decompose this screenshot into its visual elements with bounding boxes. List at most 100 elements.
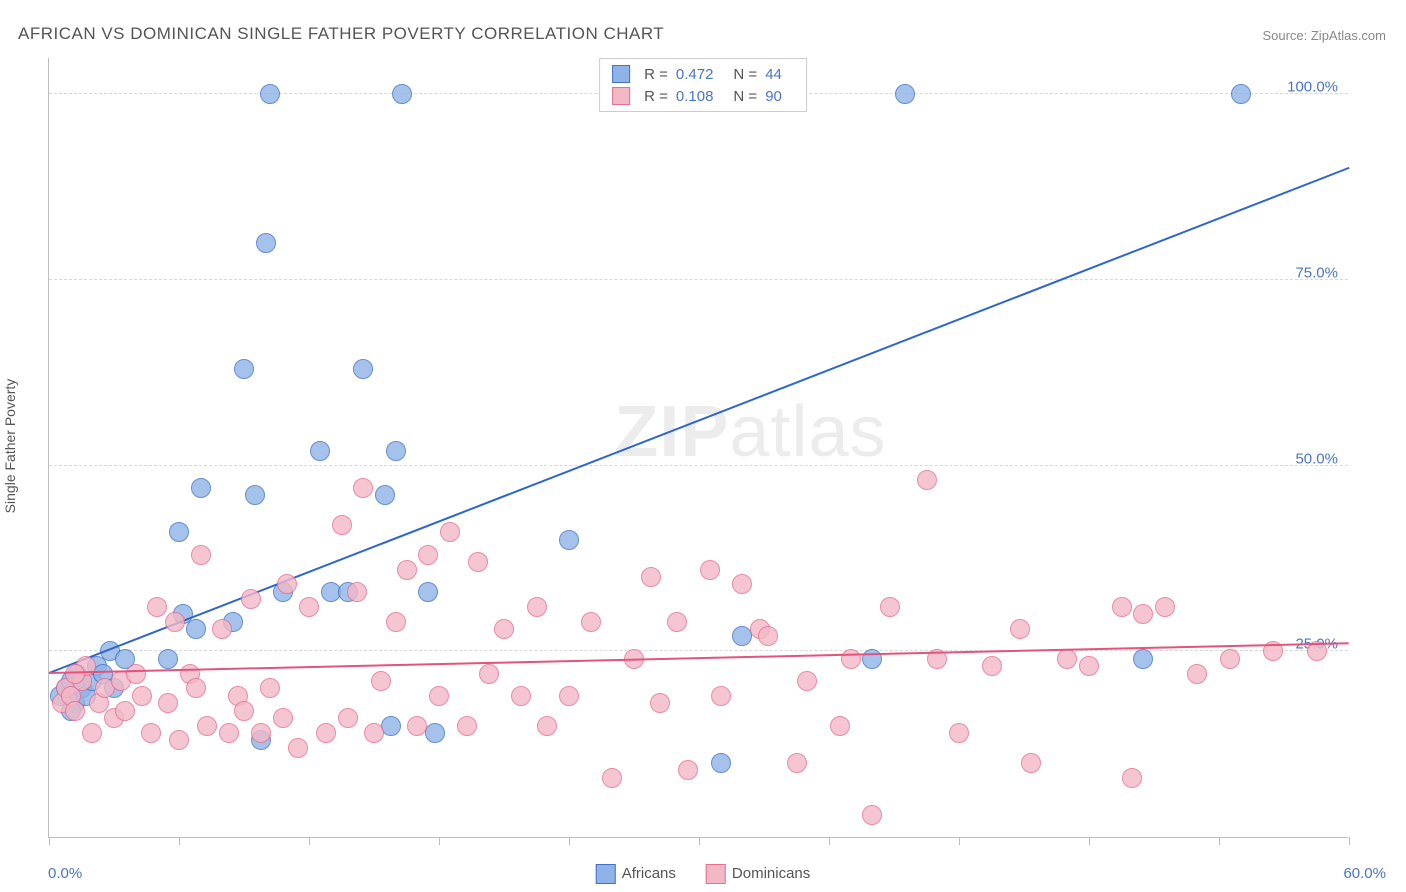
x-tick: [1089, 837, 1090, 845]
data-point: [1133, 604, 1153, 624]
x-tick: [49, 837, 50, 845]
data-point: [457, 716, 477, 736]
data-point: [468, 552, 488, 572]
data-point: [288, 738, 308, 758]
data-point: [82, 723, 102, 743]
x-axis-min-label: 0.0%: [48, 865, 82, 882]
x-tick: [699, 837, 700, 845]
data-point: [186, 619, 206, 639]
data-point: [479, 664, 499, 684]
data-point: [260, 84, 280, 104]
data-point: [581, 612, 601, 632]
data-point: [440, 522, 460, 542]
data-point: [732, 574, 752, 594]
source-link[interactable]: ZipAtlas.com: [1311, 28, 1386, 43]
data-point: [158, 649, 178, 669]
data-point: [841, 649, 861, 669]
y-tick-label: 100.0%: [1287, 79, 1338, 96]
x-tick: [569, 837, 570, 845]
n-value: 44: [765, 66, 782, 83]
data-point: [700, 560, 720, 580]
data-point: [1133, 649, 1153, 669]
data-point: [949, 723, 969, 743]
r-value: 0.472: [676, 66, 714, 83]
legend-item: Dominicans: [706, 864, 810, 884]
correlation-legend-row: R = 0.472N = 44: [612, 63, 794, 85]
data-point: [862, 805, 882, 825]
data-point: [1057, 649, 1077, 669]
correlation-legend-row: R = 0.108N = 90: [612, 85, 794, 107]
x-tick: [1219, 837, 1220, 845]
data-point: [1010, 619, 1030, 639]
data-point: [219, 723, 239, 743]
data-point: [397, 560, 417, 580]
data-point: [234, 701, 254, 721]
data-point: [429, 686, 449, 706]
data-point: [386, 612, 406, 632]
data-point: [678, 760, 698, 780]
x-tick: [439, 837, 440, 845]
data-point: [1079, 656, 1099, 676]
data-point: [132, 686, 152, 706]
legend-label: Dominicans: [732, 865, 810, 882]
data-point: [1112, 597, 1132, 617]
correlation-legend: R = 0.472N = 44R = 0.108N = 90: [599, 58, 807, 112]
data-point: [787, 753, 807, 773]
data-point: [197, 716, 217, 736]
data-point: [559, 530, 579, 550]
data-point: [602, 768, 622, 788]
data-point: [537, 716, 557, 736]
data-point: [1231, 84, 1251, 104]
legend-swatch-icon: [612, 87, 630, 105]
data-point: [126, 664, 146, 684]
x-tick: [179, 837, 180, 845]
data-point: [880, 597, 900, 617]
data-point: [511, 686, 531, 706]
data-point: [667, 612, 687, 632]
data-point: [256, 233, 276, 253]
data-point: [347, 582, 367, 602]
trend-line: [49, 642, 1349, 674]
data-point: [191, 545, 211, 565]
data-point: [386, 441, 406, 461]
legend-swatch-icon: [612, 65, 630, 83]
data-point: [277, 574, 297, 594]
x-tick: [309, 837, 310, 845]
legend-swatch-icon: [596, 864, 616, 884]
data-point: [273, 708, 293, 728]
data-point: [982, 656, 1002, 676]
data-point: [895, 84, 915, 104]
data-point: [316, 723, 336, 743]
y-axis-label: Single Father Poverty: [2, 379, 18, 514]
data-point: [381, 716, 401, 736]
data-point: [407, 716, 427, 736]
data-point: [65, 664, 85, 684]
data-point: [169, 522, 189, 542]
scatter-plot-area: ZIPatlas 25.0%50.0%75.0%100.0%: [48, 58, 1348, 838]
data-point: [641, 567, 661, 587]
n-value: 90: [765, 88, 782, 105]
data-point: [245, 485, 265, 505]
r-value: 0.108: [676, 88, 714, 105]
data-point: [169, 730, 189, 750]
x-tick: [829, 837, 830, 845]
data-point: [650, 693, 670, 713]
data-point: [115, 701, 135, 721]
x-tick: [959, 837, 960, 845]
gridline: [49, 650, 1348, 651]
data-point: [917, 470, 937, 490]
source-attribution: Source: ZipAtlas.com: [1262, 28, 1386, 43]
data-point: [797, 671, 817, 691]
data-point: [371, 671, 391, 691]
data-point: [364, 723, 384, 743]
x-axis-max-label: 60.0%: [1343, 865, 1386, 882]
chart-title: AFRICAN VS DOMINICAN SINGLE FATHER POVER…: [18, 24, 664, 44]
data-point: [1122, 768, 1142, 788]
data-point: [251, 723, 271, 743]
n-label: N =: [733, 88, 757, 105]
data-point: [141, 723, 161, 743]
data-point: [234, 359, 254, 379]
data-point: [862, 649, 882, 669]
data-point: [338, 708, 358, 728]
data-point: [494, 619, 514, 639]
